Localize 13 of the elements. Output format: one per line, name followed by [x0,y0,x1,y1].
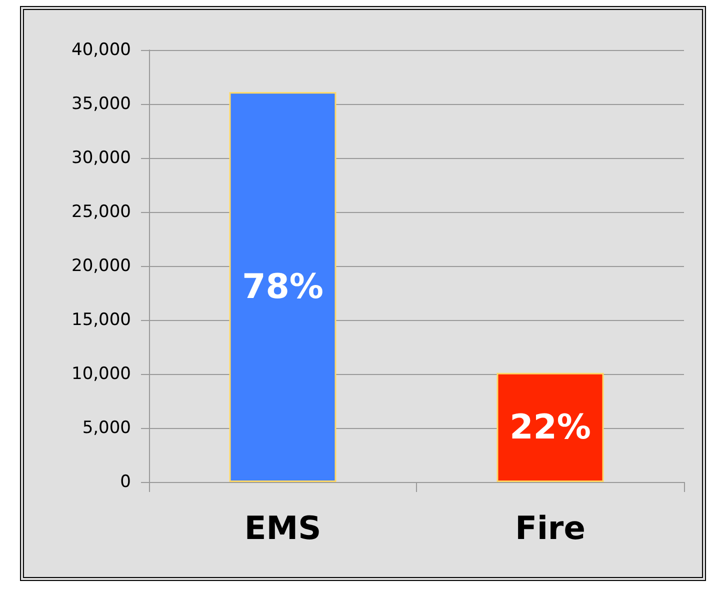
annotation: 22% [510,407,591,448]
y-tick-label: 35,000 [72,94,131,114]
y-tick-label: 20,000 [72,256,131,276]
x-tick-label: Fire [515,509,586,547]
y-tick-label: 40,000 [72,40,131,60]
y-tick-label: 5,000 [82,418,131,438]
y-tick-label: 30,000 [72,148,131,168]
y-tick-label: 10,000 [72,364,131,384]
annotation: 78% [242,267,324,308]
y-tick-label: 25,000 [72,202,131,222]
y-tick-label: 15,000 [72,310,131,330]
x-tick-label: EMS [244,509,322,547]
y-tick-label: 0 [120,472,131,492]
